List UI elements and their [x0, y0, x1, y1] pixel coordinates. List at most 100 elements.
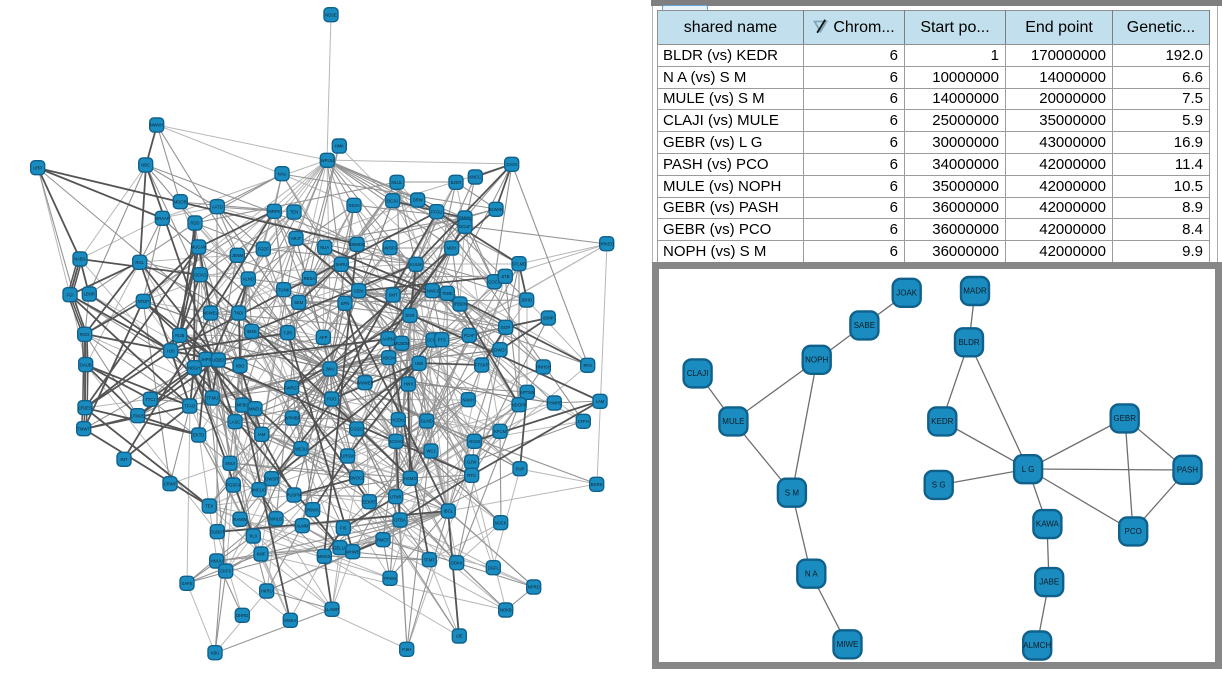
svg-text:IMT: IMT	[120, 457, 128, 462]
svg-text:MHGS: MHGS	[318, 554, 331, 559]
svg-text:MFBO: MFBO	[237, 403, 250, 408]
svg-text:MLUL: MLUL	[391, 180, 403, 185]
svg-text:AWOFG: AWOFG	[382, 245, 398, 250]
svg-text:HRKEO: HRKEO	[599, 241, 615, 246]
svg-text:PHMRE: PHMRE	[547, 401, 562, 406]
svg-text:RGL: RGL	[135, 260, 144, 265]
svg-text:OWSR: OWSR	[265, 476, 278, 481]
svg-text:WNWEB: WNWEB	[357, 380, 374, 385]
svg-text:TFMT: TFMT	[424, 557, 436, 562]
svg-text:L G: L G	[1022, 465, 1035, 474]
svg-text:SABE: SABE	[854, 321, 875, 330]
svg-text:WCJ: WCJ	[426, 449, 435, 454]
svg-text:STLMD: STLMD	[512, 261, 526, 266]
svg-text:IMCUC: IMCUC	[252, 487, 266, 492]
svg-text:PMNN: PMNN	[459, 216, 471, 221]
svg-text:EEKRT: EEKRT	[362, 499, 376, 504]
svg-text:KFCM: KFCM	[494, 429, 506, 434]
svg-text:WPIJU: WPIJU	[321, 158, 334, 163]
svg-text:CLAJI: CLAJI	[687, 369, 709, 378]
svg-text:HNHSH: HNHSH	[536, 365, 551, 370]
svg-text:NSWEU: NSWEU	[203, 311, 219, 316]
svg-text:KNCC: KNCC	[469, 175, 481, 180]
svg-text:HNUU: HNUU	[211, 559, 223, 564]
svg-text:CRJES: CRJES	[78, 405, 92, 410]
svg-text:CKFS: CKFS	[220, 569, 231, 574]
svg-text:BWOCL: BWOCL	[349, 475, 365, 480]
svg-text:TTCJ: TTCJ	[145, 397, 155, 402]
svg-text:NPRD: NPRD	[528, 585, 540, 590]
svg-text:MSKA: MSKA	[284, 618, 296, 623]
svg-text:NBC: NBC	[141, 163, 150, 168]
svg-text:OAUB: OAUB	[80, 362, 92, 367]
svg-text:TEN: TEN	[290, 210, 298, 215]
svg-text:IAM: IAM	[258, 432, 266, 437]
svg-text:LASC: LASC	[230, 419, 241, 424]
svg-text:SHRU: SHRU	[335, 262, 347, 267]
svg-text:TKDI: TKDI	[234, 311, 244, 316]
svg-text:RTC: RTC	[467, 473, 476, 478]
svg-text:RIJB: RIJB	[175, 333, 184, 338]
svg-text:GELUJ: GELUJ	[333, 545, 347, 550]
svg-text:DSJH: DSJH	[349, 203, 360, 208]
svg-text:UTNR: UTNR	[390, 494, 402, 499]
svg-text:EMWDO: EMWDO	[349, 242, 366, 247]
svg-text:PASH: PASH	[1177, 465, 1198, 474]
svg-text:FCAF: FCAF	[464, 333, 475, 338]
svg-text:ALMM: ALMM	[296, 523, 309, 528]
svg-text:OUBST: OUBST	[210, 529, 225, 534]
svg-text:AARN: AARN	[382, 336, 394, 341]
svg-text:PFKM: PFKM	[384, 576, 396, 581]
svg-text:KULW: KULW	[410, 262, 422, 267]
svg-text:TKBE: TKBE	[442, 291, 453, 296]
svg-text:LAM: LAM	[596, 399, 605, 404]
svg-text:MULE: MULE	[722, 417, 744, 426]
svg-text:BLDR: BLDR	[958, 338, 980, 347]
svg-text:POO: POO	[327, 397, 337, 402]
svg-text:NAKH: NAKH	[462, 397, 474, 402]
svg-text:TFMU: TFMU	[206, 396, 218, 401]
svg-text:FWRGT: FWRGT	[284, 385, 300, 390]
svg-text:RFS: RFS	[584, 363, 593, 368]
svg-text:LLAWP: LLAWP	[325, 607, 339, 612]
svg-text:FTSKP: FTSKP	[475, 363, 489, 368]
svg-text:WPMBF: WPMBF	[285, 416, 301, 421]
svg-text:UDBD: UDBD	[212, 358, 224, 363]
svg-text:TUNK: TUNK	[278, 287, 290, 292]
svg-text:MDOPB: MDOPB	[511, 402, 527, 407]
svg-text:MDH: MDH	[447, 246, 457, 251]
svg-text:NOKB: NOKB	[500, 608, 512, 613]
svg-text:UWI: UWI	[415, 361, 423, 366]
svg-text:PCO: PCO	[1125, 527, 1142, 536]
svg-text:WHLB: WHLB	[270, 516, 282, 521]
svg-text:AKSO: AKSO	[468, 439, 480, 444]
svg-text:GOCS: GOCS	[488, 279, 501, 284]
svg-text:SRAAF: SRAAF	[155, 216, 169, 221]
svg-text:FGI: FGI	[67, 292, 74, 297]
svg-text:IDMP: IDMP	[543, 316, 554, 321]
svg-text:FGDF: FGDF	[258, 247, 270, 252]
svg-text:TFAO: TFAO	[184, 404, 196, 409]
svg-text:GJW: GJW	[467, 460, 476, 465]
svg-text:GEBR: GEBR	[1113, 414, 1136, 423]
svg-text:S M: S M	[785, 488, 800, 497]
svg-text:MADR: MADR	[963, 287, 987, 296]
svg-text:GLMD: GLMD	[421, 419, 433, 424]
svg-text:KBO: KBO	[236, 363, 246, 368]
svg-text:MJCK: MJCK	[495, 520, 507, 525]
svg-text:PBWS: PBWS	[307, 507, 320, 512]
svg-text:SNUI: SNUI	[225, 461, 235, 466]
svg-text:KBU: KBU	[211, 650, 220, 655]
svg-text:HKRU: HKRU	[261, 589, 273, 594]
svg-text:AATD: AATD	[212, 204, 223, 209]
svg-text:RMOT: RMOT	[377, 537, 390, 542]
svg-text:RDD: RDD	[190, 221, 199, 226]
svg-text:EOP: EOP	[501, 325, 510, 330]
svg-text:SENI: SENI	[354, 288, 364, 293]
svg-text:IBCL: IBCL	[444, 509, 454, 514]
svg-text:RESA: RESA	[304, 276, 316, 281]
svg-text:ABCM: ABCM	[383, 355, 396, 360]
svg-text:LNWCG: LNWCG	[425, 288, 441, 293]
svg-text:CGGG: CGGG	[350, 427, 363, 432]
svg-text:NUA: NUA	[320, 245, 329, 250]
